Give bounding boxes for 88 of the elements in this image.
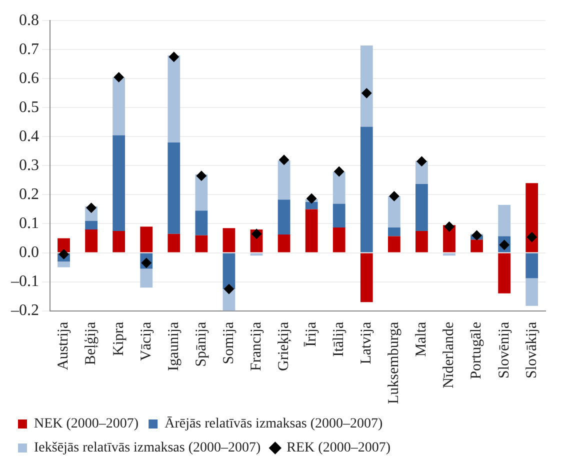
x-tick-label: Malta — [414, 321, 430, 357]
x-tick-label: Francija — [248, 321, 264, 371]
bar — [305, 209, 318, 252]
bar — [195, 174, 208, 211]
bar — [85, 230, 98, 252]
point — [58, 249, 69, 260]
bar — [195, 235, 208, 252]
bar — [526, 253, 538, 278]
point — [416, 156, 427, 166]
bar — [388, 196, 400, 228]
x-tick-label: Spānija — [193, 321, 210, 367]
y-tick-label: 0.7 — [19, 40, 39, 58]
bar — [360, 126, 373, 252]
y-tick-label: 0.5 — [19, 98, 39, 116]
bar — [416, 230, 428, 252]
bar — [112, 77, 126, 136]
bar — [168, 234, 180, 252]
point — [86, 202, 96, 213]
bar — [332, 204, 346, 228]
x-tick-label: Beļģija — [83, 321, 100, 366]
bar — [58, 261, 70, 268]
bar — [360, 46, 373, 127]
y-tick-label: 0.1 — [19, 214, 39, 232]
bar — [470, 240, 483, 252]
bar — [222, 228, 236, 252]
y-tick-label: 0.4 — [19, 128, 39, 145]
bar — [360, 253, 373, 302]
x-tick-label: Kipra — [110, 321, 127, 356]
bar — [222, 253, 236, 290]
bar — [140, 226, 153, 252]
bar — [195, 210, 208, 236]
point — [444, 222, 454, 232]
y-tick-label: 0.0 — [19, 244, 39, 261]
point — [362, 88, 372, 98]
y-tick-label: –0.1 — [10, 272, 39, 290]
bar — [498, 253, 511, 294]
bar — [332, 228, 346, 252]
bar — [278, 234, 290, 252]
bar — [388, 228, 400, 236]
point — [168, 52, 179, 62]
bar — [388, 236, 400, 252]
point — [306, 193, 317, 204]
x-tick-label: Latvija — [358, 321, 375, 364]
point — [279, 154, 290, 165]
point — [114, 72, 124, 82]
point — [389, 191, 400, 202]
y-tick-label: –0.2 — [10, 302, 39, 319]
bar — [140, 268, 153, 288]
x-tick-label: Grieķija — [276, 321, 292, 371]
point — [472, 230, 482, 240]
x-tick-label: Slovēnija — [496, 321, 512, 378]
point — [252, 228, 262, 239]
x-tick-label: Portugāle — [468, 321, 485, 380]
x-tick-label: Somija — [220, 321, 237, 364]
x-tick-label: Īrija — [304, 321, 320, 347]
legend-label: NEK (2000–2007) — [34, 416, 139, 432]
point — [224, 284, 234, 294]
legend-label: Ārējās relatīvās izmaksas (2000–2007) — [164, 416, 384, 432]
y-tick-label: 0.8 — [19, 12, 39, 29]
bar — [168, 55, 180, 142]
bar — [278, 160, 290, 200]
x-tick-label: Igaunija — [166, 321, 182, 371]
x-tick-label: Vācija — [138, 321, 154, 361]
y-tick-label: 0.2 — [19, 186, 39, 203]
x-tick-label: Slovākija — [524, 321, 540, 378]
point — [526, 232, 537, 242]
legend-label: REK (2000–2007) — [286, 440, 391, 456]
bar — [416, 184, 428, 231]
x-tick-label: Itālija — [331, 321, 348, 357]
bar — [498, 204, 511, 236]
x-tick-label: Luksemburga — [386, 321, 402, 404]
y-tick-label: 0.6 — [19, 70, 39, 87]
bar — [305, 202, 318, 210]
point — [196, 170, 206, 181]
bar — [58, 238, 70, 252]
bar — [112, 135, 126, 231]
bar — [168, 142, 180, 234]
y-tick-label: 0.3 — [19, 156, 39, 174]
bar — [526, 278, 538, 306]
x-tick-label: Nīderlande — [441, 321, 458, 388]
bar — [278, 200, 290, 234]
x-tick-label: Austrija — [56, 321, 72, 370]
legend-label: Iekšējās relatīvās izmaksas (2000–2007) — [34, 440, 261, 456]
bar — [332, 172, 346, 204]
bar — [112, 230, 126, 252]
bar — [85, 220, 98, 230]
point — [334, 166, 344, 176]
bar — [526, 183, 538, 252]
